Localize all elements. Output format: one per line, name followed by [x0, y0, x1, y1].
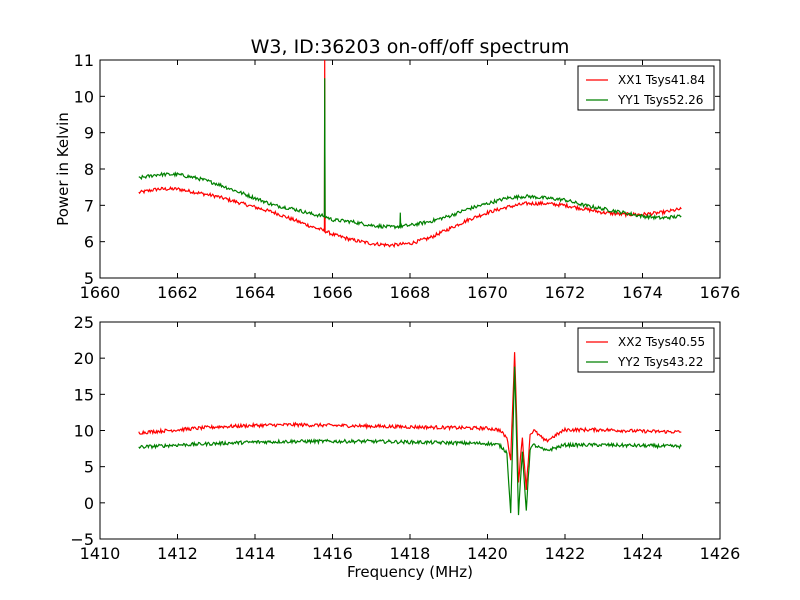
- y-tick-label: 6: [84, 233, 94, 252]
- legend-box: [577, 327, 715, 373]
- legend-label: XX1 Tsys41.84: [618, 73, 705, 87]
- x-tick-label: 1418: [390, 544, 431, 563]
- y-tick-label: 7: [84, 196, 94, 215]
- legend-label: YY2 Tsys43.22: [617, 355, 703, 369]
- x-tick-label: 1660: [80, 283, 121, 302]
- legend-label: YY1 Tsys52.26: [617, 93, 703, 107]
- y-tick-label: 10: [74, 422, 94, 441]
- x-tick-label: 1670: [467, 283, 508, 302]
- x-tick-label: 1426: [700, 544, 741, 563]
- x-tick-label: 1414: [235, 544, 276, 563]
- legend-box: [577, 65, 715, 111]
- y-tick-label: 11: [74, 51, 94, 70]
- x-tick-label: 1666: [312, 283, 353, 302]
- x-tick-label: 1424: [622, 544, 663, 563]
- x-tick-label: 1664: [235, 283, 276, 302]
- series-line-yy1: [138, 78, 682, 230]
- x-tick-label: 1416: [312, 544, 353, 563]
- legend-label: XX2 Tsys40.55: [618, 335, 705, 349]
- figure-title: W3, ID:36203 on-off/off spectrum: [251, 36, 570, 58]
- y-tick-label: 10: [74, 87, 94, 106]
- y-tick-label: 0: [84, 494, 94, 513]
- y-tick-label: −5: [70, 530, 94, 549]
- x-tick-label: 1420: [467, 544, 508, 563]
- series-line-xx2: [138, 352, 682, 491]
- bottom-plot: 1410 1412 1414 1416 1418 1420 1422 1424 1426 −5 0 5…: [70, 313, 740, 581]
- x-tick-label: 1674: [622, 283, 663, 302]
- series-line-xx1: [138, 60, 682, 249]
- y-axis-label: Power in Kelvin: [54, 112, 72, 226]
- y-tick-label: 20: [74, 349, 94, 368]
- x-tick-label: 1662: [157, 283, 198, 302]
- y-tick-label: 15: [74, 385, 94, 404]
- y-tick-label: 5: [84, 458, 94, 477]
- x-tick-label: 1668: [390, 283, 431, 302]
- x-tick-label: 1676: [700, 283, 741, 302]
- y-tick-label: 5: [84, 269, 94, 288]
- y-tick-label: 9: [84, 124, 94, 143]
- y-tick-label: 8: [84, 160, 94, 179]
- x-axis-label: Frequency (MHz): [347, 563, 473, 581]
- x-tick-label: 1412: [157, 544, 198, 563]
- x-tick-label: 1422: [545, 544, 586, 563]
- series-line-yy2: [138, 366, 682, 516]
- top-plot: 1660 1662 1664 1666 1668 1670 1672 1674 1676 5 6 7 8…: [54, 51, 740, 302]
- y-tick-label: 25: [74, 313, 94, 332]
- x-tick-label: 1672: [545, 283, 586, 302]
- x-tick-label: 1410: [80, 544, 121, 563]
